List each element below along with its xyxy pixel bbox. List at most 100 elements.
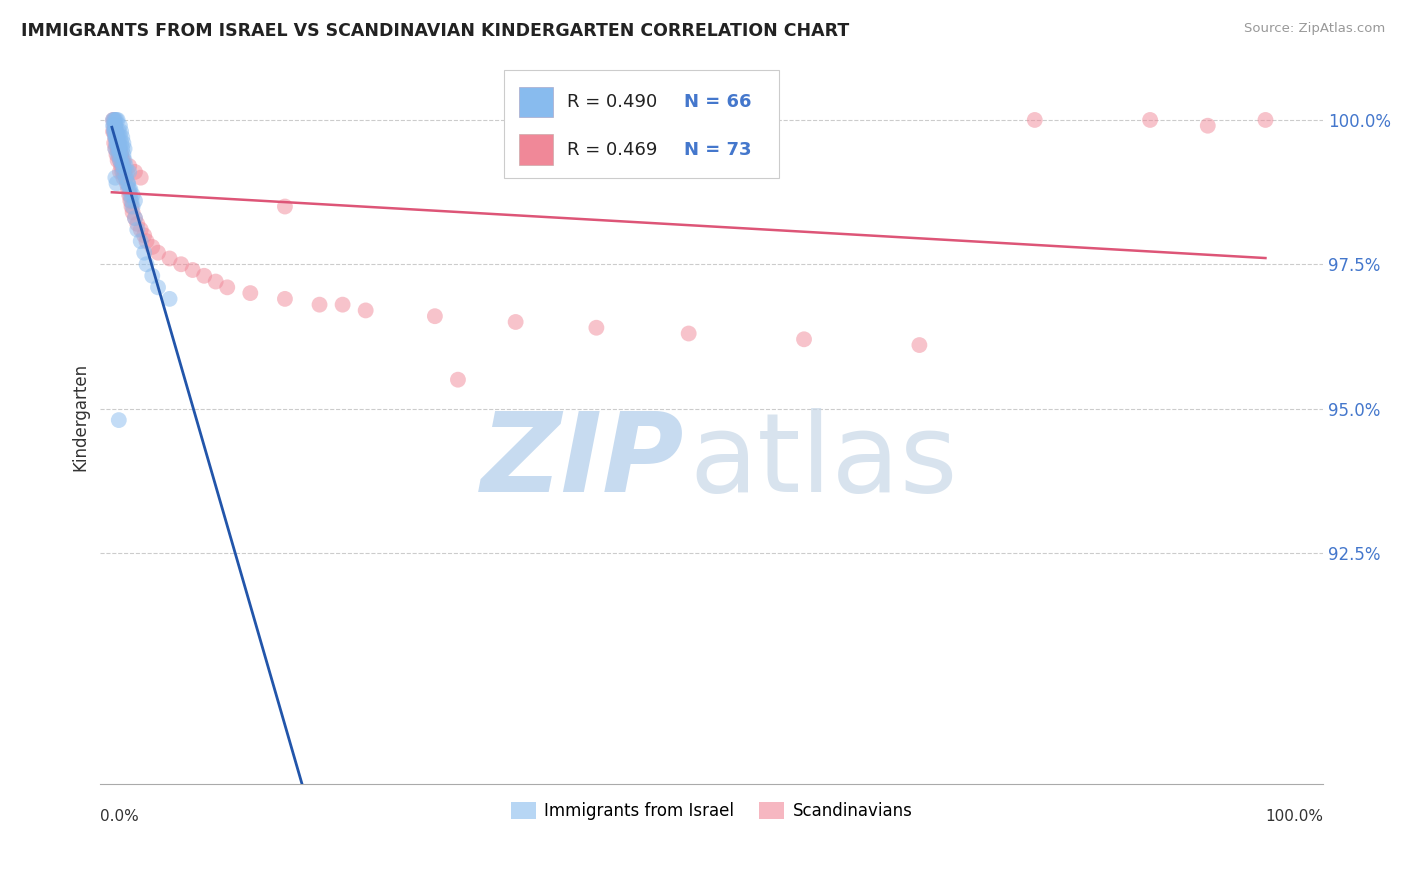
Point: [110, 153, 132, 168]
Point: [134, 228, 156, 243]
Point: [104, 119, 127, 133]
Point: [103, 112, 125, 127]
Point: [121, 188, 143, 202]
Point: [107, 136, 129, 150]
Point: [111, 165, 134, 179]
Point: [104, 130, 127, 145]
Point: [115, 165, 138, 179]
Point: [112, 147, 135, 161]
Point: [105, 112, 128, 127]
Point: [114, 165, 136, 179]
Point: [793, 332, 815, 346]
Point: [274, 200, 297, 214]
Text: 0.0%: 0.0%: [100, 809, 139, 824]
Point: [141, 268, 163, 283]
Point: [112, 153, 135, 168]
Point: [104, 130, 127, 145]
Point: [105, 130, 128, 145]
Point: [107, 130, 129, 145]
Point: [134, 245, 156, 260]
Point: [121, 200, 143, 214]
Point: [115, 177, 138, 191]
Point: [110, 147, 132, 161]
Point: [108, 142, 131, 156]
Point: [111, 130, 134, 145]
Point: [105, 124, 128, 138]
Legend: Immigrants from Israel, Scandinavians: Immigrants from Israel, Scandinavians: [505, 795, 920, 827]
Point: [108, 147, 131, 161]
Point: [108, 153, 131, 168]
FancyBboxPatch shape: [519, 87, 553, 118]
Point: [101, 124, 124, 138]
Point: [129, 170, 152, 185]
Point: [101, 119, 124, 133]
Point: [114, 170, 136, 185]
Point: [332, 298, 354, 312]
Point: [108, 124, 131, 138]
Point: [505, 315, 527, 329]
Point: [121, 205, 143, 219]
Point: [146, 245, 169, 260]
Point: [108, 136, 131, 150]
Point: [121, 194, 143, 208]
Point: [108, 136, 131, 150]
Point: [104, 142, 127, 156]
Point: [105, 177, 128, 191]
Point: [127, 222, 149, 236]
Point: [105, 147, 128, 161]
Text: N = 73: N = 73: [683, 141, 751, 159]
Point: [1139, 112, 1161, 127]
Point: [585, 320, 607, 334]
Point: [129, 222, 152, 236]
Point: [129, 234, 152, 248]
Point: [104, 130, 127, 145]
Point: [120, 182, 142, 196]
Point: [104, 112, 127, 127]
Point: [118, 165, 141, 179]
Point: [423, 309, 446, 323]
Point: [114, 159, 136, 173]
Point: [124, 194, 146, 208]
Point: [103, 136, 125, 150]
Point: [117, 177, 139, 191]
Point: [108, 147, 131, 161]
Point: [239, 286, 262, 301]
Point: [107, 112, 129, 127]
Point: [107, 147, 129, 161]
Point: [108, 119, 131, 133]
Point: [217, 280, 239, 294]
Point: [108, 142, 131, 156]
Point: [204, 275, 226, 289]
Point: [112, 159, 135, 173]
Point: [159, 252, 181, 266]
Point: [308, 298, 330, 312]
Point: [108, 130, 131, 145]
Point: [117, 182, 139, 196]
Point: [135, 234, 157, 248]
Point: [120, 194, 142, 208]
Point: [120, 188, 142, 202]
Point: [105, 130, 128, 145]
Point: [108, 413, 131, 427]
Point: [104, 124, 127, 138]
Point: [114, 142, 136, 156]
Point: [118, 159, 141, 173]
Point: [108, 142, 131, 156]
Point: [118, 182, 141, 196]
Point: [111, 142, 134, 156]
Text: 100.0%: 100.0%: [1265, 809, 1323, 824]
Point: [112, 165, 135, 179]
Point: [135, 257, 157, 271]
Point: [1254, 112, 1277, 127]
Point: [107, 153, 129, 168]
Point: [1024, 112, 1046, 127]
FancyBboxPatch shape: [519, 135, 553, 165]
Text: ZIP: ZIP: [481, 408, 685, 515]
Point: [121, 200, 143, 214]
Point: [108, 165, 131, 179]
Text: N = 66: N = 66: [683, 93, 751, 111]
Point: [193, 268, 215, 283]
Point: [124, 211, 146, 225]
Point: [101, 112, 124, 127]
Point: [112, 170, 135, 185]
